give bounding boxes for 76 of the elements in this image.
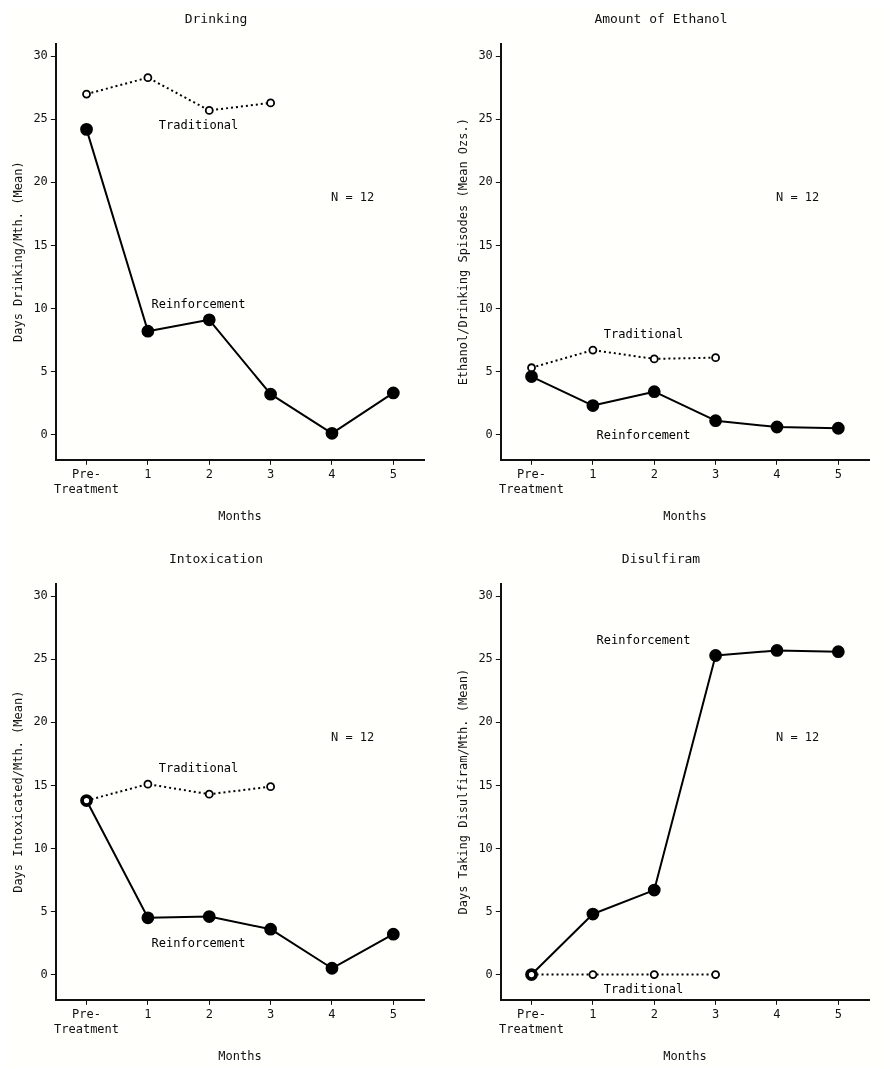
y-tick-label: 0 [40,966,48,981]
y-tick-label: 15 [478,777,493,792]
x-tick-label: 2 [650,1007,658,1022]
y-tick-label: 5 [40,903,48,918]
y-axis-title: Days Intoxicated/Mth. (Mean) [11,690,26,893]
y-tick-label: 20 [478,174,493,189]
x-tick-label: 5 [834,467,842,482]
y-tick-label: 10 [33,840,48,855]
x-axis-title: Months [663,1048,707,1063]
y-tick-label: 0 [485,966,493,981]
y-tick-label: 15 [478,237,493,252]
chart-title: Amount of Ethanol [594,11,728,27]
y-tick-label: 15 [33,777,48,792]
x-tick-label: Pre- Treatment [499,1007,565,1036]
chart-title: Intoxication [169,551,263,567]
x-tick-label: Pre- Treatment [54,467,120,496]
x-tick-label: 2 [650,467,658,482]
annotation: N = 12 [330,729,375,744]
y-tick-label: 20 [33,714,48,729]
y-tick-label: 25 [33,651,48,666]
x-axis-title: Months [218,1048,262,1063]
series-label: Reinforcement [596,632,691,647]
x-tick-label: 3 [711,467,720,482]
y-tick-label: 30 [478,588,493,603]
x-tick-label: 2 [205,1007,213,1022]
x-tick-label: 1 [589,1007,597,1022]
y-tick-label: 20 [478,714,493,729]
y-tick-label: 10 [478,840,493,855]
x-axis-title: Months [663,508,707,523]
x-tick-label: 1 [144,1007,152,1022]
x-tick-label: Pre- Treatment [54,1007,120,1036]
y-tick-label: 25 [478,651,493,666]
x-tick-label: 4 [328,467,336,482]
y-tick-label: 15 [33,237,48,252]
y-tick-label: 5 [485,903,493,918]
y-axis-title: Ethanol/Drinking Spisodes (Mean Ozs.) [456,118,471,386]
y-tick-label: 5 [485,363,493,378]
x-tick-label: 1 [589,467,597,482]
y-tick-label: 5 [40,363,48,378]
x-tick-label: 5 [389,1007,397,1022]
series-label: Traditional [158,761,239,776]
x-tick-label: 3 [266,1007,275,1022]
series-label: Traditional [158,117,239,132]
y-tick-label: 25 [33,111,48,126]
x-tick-label: 5 [389,467,397,482]
x-tick-label: 2 [205,467,213,482]
y-tick-label: 30 [478,48,493,63]
series-label: Reinforcement [151,296,246,311]
annotation: N = 12 [775,729,820,744]
y-tick-label: 0 [40,426,48,441]
y-tick-label: 30 [33,588,48,603]
x-tick-label: 4 [773,467,781,482]
series-label: Traditional [603,327,684,342]
y-tick-label: 10 [33,300,48,315]
x-tick-label: 5 [834,1007,842,1022]
chart-title: Disulfiram [621,551,701,567]
annotation: N = 12 [330,189,375,204]
y-tick-label: 30 [33,48,48,63]
y-tick-label: 0 [485,426,493,441]
series-label: Reinforcement [151,936,246,951]
y-axis-title: Days Drinking/Mth. (Mean) [11,161,26,343]
annotation: N = 12 [775,189,820,204]
y-tick-label: 10 [478,300,493,315]
series-label: Traditional [603,981,684,996]
y-tick-label: 20 [33,174,48,189]
x-tick-label: 3 [711,1007,720,1022]
chart-title: Drinking [184,11,248,27]
x-tick-label: 4 [773,1007,781,1022]
x-tick-label: 3 [266,467,275,482]
x-tick-label: 1 [144,467,152,482]
y-axis-title: Days Taking Disulfiram/Mth. (Mean) [456,668,471,915]
y-tick-label: 25 [478,111,493,126]
series-label: Reinforcement [596,427,691,442]
x-axis-title: Months [218,508,262,523]
x-tick-label: Pre- Treatment [499,467,565,496]
x-tick-label: 4 [328,1007,336,1022]
